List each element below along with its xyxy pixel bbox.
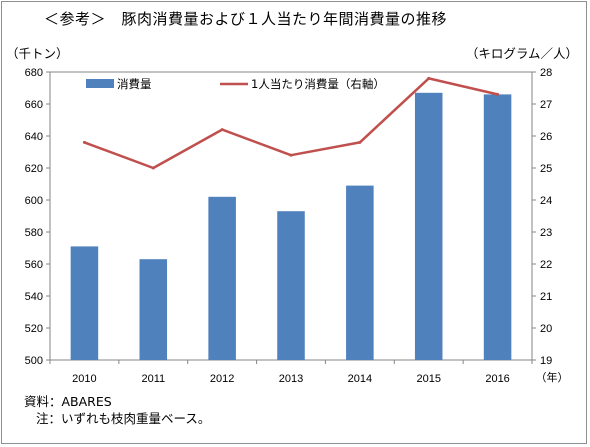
right-axis-tick-label: 19 [540,355,552,367]
left-axis-tick-label: 540 [25,291,43,303]
x-axis-tick-label: 2013 [279,373,303,385]
legend-bar-swatch [86,79,114,88]
right-axis-tick-label: 21 [540,291,552,303]
per-capita-point-2011 [151,166,155,170]
legend-bar-label: 消費量 [117,77,152,91]
left-axis-tick-label: 660 [25,99,43,111]
bar-2012 [208,196,236,360]
per-capita-point-2016 [496,92,500,96]
per-capita-point-2010 [82,140,86,144]
right-axis-tick-label: 22 [540,259,552,271]
left-axis-tick-label: 520 [25,323,43,335]
left-axis-unit: （千トン） [6,46,69,61]
right-axis-tick-label: 24 [540,195,552,207]
left-axis-tick-label: 640 [25,131,43,143]
left-axis-tick-label: 620 [25,163,43,175]
right-axis-tick-label: 25 [540,163,552,175]
right-axis-tick-label: 27 [540,99,552,111]
left-axis-tick-label: 680 [25,67,43,79]
bar-2016 [483,94,512,361]
bar-2011 [139,259,168,360]
right-axis-tick-label: 20 [540,323,552,335]
right-axis-unit: （キログラム／人） [465,46,578,61]
footnote: 注：いずれも枝肉重量ベース。 [36,411,211,426]
bar-2010 [70,246,99,360]
x-axis-tick-label: 2012 [210,373,234,385]
per-capita-point-2013 [289,153,293,157]
x-axis-tick-label: 2016 [485,373,509,385]
left-axis-tick-label: 600 [25,195,43,207]
left-axis-tick-label: 500 [25,355,43,367]
x-axis-tick-label: 2015 [416,373,440,385]
right-axis-tick-label: 28 [540,67,552,79]
per-capita-point-2012 [220,128,224,132]
per-capita-point-2015 [427,76,431,80]
bar-2015 [414,92,443,361]
source-note: 資料：ABARES [24,394,112,409]
left-axis-tick-label: 580 [25,227,43,239]
x-axis-tick-label: 2011 [141,373,165,385]
x-axis-tick-label: 2010 [72,373,96,385]
legend-line-label: 1人当たり消費量（右軸） [251,77,385,91]
chart-title: ＜参考＞ 豚肉消費量および１人当たり年間消費量の推移 [44,10,448,28]
x-axis-tick-label: 2014 [348,373,372,385]
bar-2013 [277,211,305,360]
right-axis-tick-label: 23 [540,227,552,239]
per-capita-point-2014 [358,140,362,144]
right-axis-tick-label: 26 [540,131,552,143]
x-axis-unit: （年） [536,370,569,384]
bar-2014 [346,185,374,360]
left-axis-tick-label: 560 [25,259,43,271]
